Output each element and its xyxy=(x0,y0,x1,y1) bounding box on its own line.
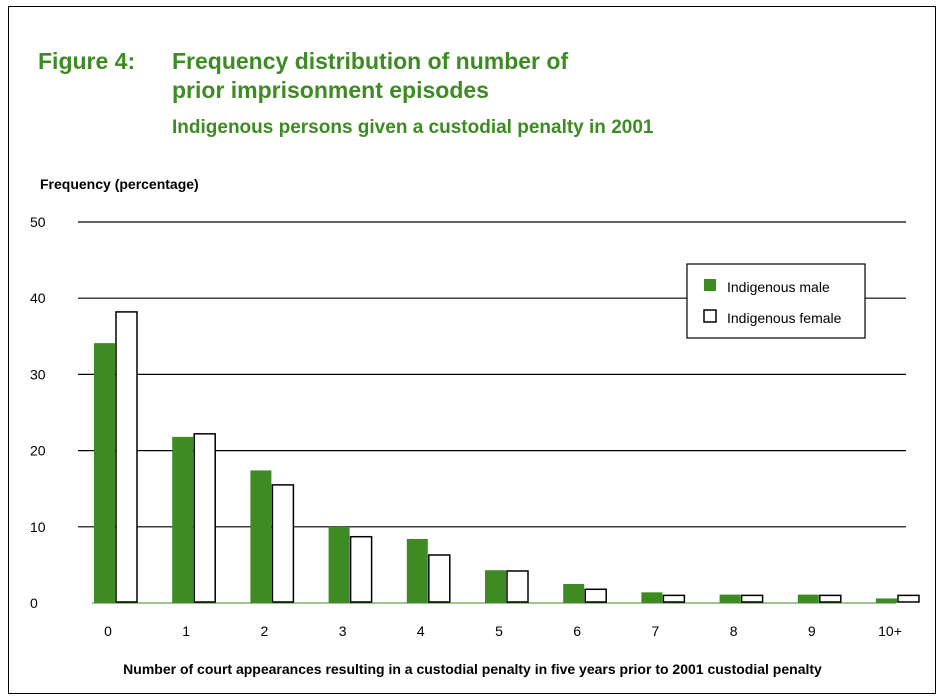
chart-title-line-1: Frequency distribution of number of xyxy=(172,48,569,74)
y-tick-label-20: 20 xyxy=(30,443,46,459)
bar-female-8 xyxy=(740,594,764,603)
bar-female-9 xyxy=(819,594,842,603)
x-tick-label-2: 2 xyxy=(261,623,269,639)
bar-female-0 xyxy=(115,311,138,603)
bar-male-6 xyxy=(563,583,585,603)
x-tick-label-10+: 10+ xyxy=(878,623,902,639)
y-tick-label-50: 50 xyxy=(30,214,46,230)
y-tick-label-40: 40 xyxy=(30,290,46,306)
y-tick-labels: 0 10 20 30 40 50 xyxy=(30,214,46,611)
bar-male-4 xyxy=(406,538,428,603)
bar-male-7 xyxy=(641,592,663,603)
bar-female-1 xyxy=(193,433,216,603)
x-tick-label-1: 1 xyxy=(182,623,190,639)
bar-male-2 xyxy=(250,470,272,603)
x-tick-labels: 0 1 2 3 4 5 6 7 8 9 10+ xyxy=(104,623,902,639)
y-tick-label-30: 30 xyxy=(30,366,46,382)
bar-male-0 xyxy=(94,343,115,603)
bar-female-5 xyxy=(506,570,529,603)
x-tick-label-4: 4 xyxy=(417,623,425,639)
bar-male-10+ xyxy=(876,598,897,603)
figure-label: Figure 4: xyxy=(38,48,136,74)
x-tick-label-8: 8 xyxy=(730,623,738,639)
x-tick-label-9: 9 xyxy=(808,623,816,639)
bar-female-7 xyxy=(662,594,686,603)
bar-female-6 xyxy=(584,588,607,603)
bar-female-3 xyxy=(349,535,373,603)
bar-female-10+ xyxy=(897,594,920,603)
y-tick-label-0: 0 xyxy=(30,595,38,611)
x-tick-label-3: 3 xyxy=(339,623,347,639)
grid-lines xyxy=(78,221,906,604)
chart-title-line-2: prior imprisonment episodes xyxy=(172,77,489,103)
x-axis-label: Number of court appearances resulting in… xyxy=(123,661,822,677)
bar-male-5 xyxy=(485,570,506,603)
bar-male-8 xyxy=(719,594,741,603)
y-tick-label-10: 10 xyxy=(30,519,46,535)
y-axis-label: Frequency (percentage) xyxy=(40,176,199,192)
chart-subtitle: Indigenous persons given a custodial pen… xyxy=(172,117,654,138)
x-tick-label-7: 7 xyxy=(652,623,660,639)
bar-male-3 xyxy=(328,526,350,603)
legend-label-female: Indigenous female xyxy=(727,310,842,326)
bars xyxy=(94,311,920,603)
legend: Indigenous male Indigenous female xyxy=(686,263,866,339)
x-tick-label-0: 0 xyxy=(104,623,112,639)
bar-female-4 xyxy=(428,554,451,603)
legend-label-male: Indigenous male xyxy=(727,279,830,295)
legend-swatch-female xyxy=(703,309,717,323)
x-tick-label-6: 6 xyxy=(573,623,581,639)
legend-swatch-male xyxy=(704,279,716,291)
bar-male-9 xyxy=(797,594,819,603)
bar-female-2 xyxy=(271,484,295,603)
legend-box xyxy=(686,263,866,339)
x-tick-label-5: 5 xyxy=(495,623,503,639)
bar-male-1 xyxy=(172,436,194,603)
chart-frame xyxy=(8,6,936,694)
